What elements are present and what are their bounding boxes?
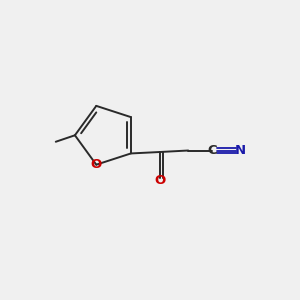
Text: C: C (207, 144, 217, 157)
Text: O: O (155, 174, 166, 187)
Text: N: N (235, 144, 246, 157)
Text: O: O (91, 158, 102, 171)
